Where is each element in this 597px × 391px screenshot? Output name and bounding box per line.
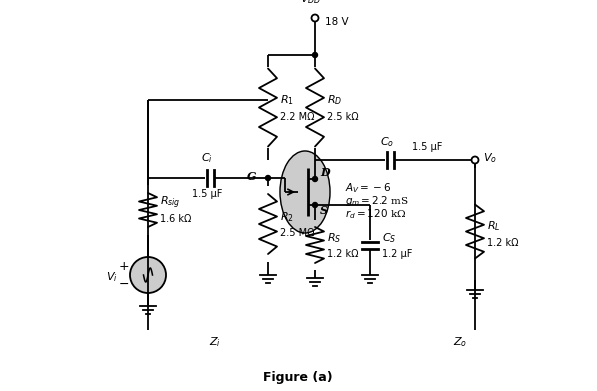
Text: G: G [247, 172, 256, 183]
Text: S: S [320, 204, 328, 215]
Text: $Z_o$: $Z_o$ [453, 335, 467, 349]
Text: $R_S$: $R_S$ [327, 231, 341, 245]
Text: 1.5 μF: 1.5 μF [412, 142, 442, 152]
Circle shape [312, 203, 318, 208]
Text: $C_S$: $C_S$ [382, 231, 396, 245]
Text: Figure (a): Figure (a) [263, 371, 333, 384]
Text: +: + [119, 260, 130, 273]
Text: $V_{DD}$: $V_{DD}$ [300, 0, 322, 6]
Text: 1.2 kΩ: 1.2 kΩ [487, 237, 519, 248]
Text: $R_L$: $R_L$ [487, 220, 501, 233]
Text: $C_o$: $C_o$ [380, 135, 394, 149]
Text: $r_d = 120$ kΩ: $r_d = 120$ kΩ [345, 207, 407, 221]
Text: $R_1$: $R_1$ [280, 93, 294, 108]
Circle shape [312, 52, 318, 57]
Text: 1.5 μF: 1.5 μF [192, 189, 222, 199]
Text: $V_o$: $V_o$ [483, 151, 497, 165]
Text: $Z_i$: $Z_i$ [209, 335, 221, 349]
Text: 1.6 kΩ: 1.6 kΩ [160, 214, 192, 224]
Text: 2.2 MΩ: 2.2 MΩ [280, 111, 315, 122]
Text: $R_2$: $R_2$ [280, 210, 294, 224]
Text: $R_D$: $R_D$ [327, 93, 342, 108]
Text: $V_i$: $V_i$ [106, 270, 118, 284]
Circle shape [266, 176, 270, 181]
Text: $R_{sig}$: $R_{sig}$ [160, 195, 180, 211]
Circle shape [312, 176, 318, 181]
Text: 2.5 kΩ: 2.5 kΩ [327, 111, 359, 122]
Text: D: D [320, 167, 330, 179]
Text: −: − [119, 278, 129, 291]
Text: $C_i$: $C_i$ [201, 151, 213, 165]
Text: $g_m = 2.2$ mS: $g_m = 2.2$ mS [345, 194, 409, 208]
Text: 2.5 MΩ: 2.5 MΩ [280, 228, 315, 238]
Text: 18 V: 18 V [325, 17, 349, 27]
Circle shape [130, 257, 166, 293]
Ellipse shape [280, 151, 330, 233]
Text: $A_V = -6$: $A_V = -6$ [345, 181, 392, 195]
Text: 1.2 μF: 1.2 μF [382, 249, 413, 259]
Text: 1.2 kΩ: 1.2 kΩ [327, 249, 359, 259]
